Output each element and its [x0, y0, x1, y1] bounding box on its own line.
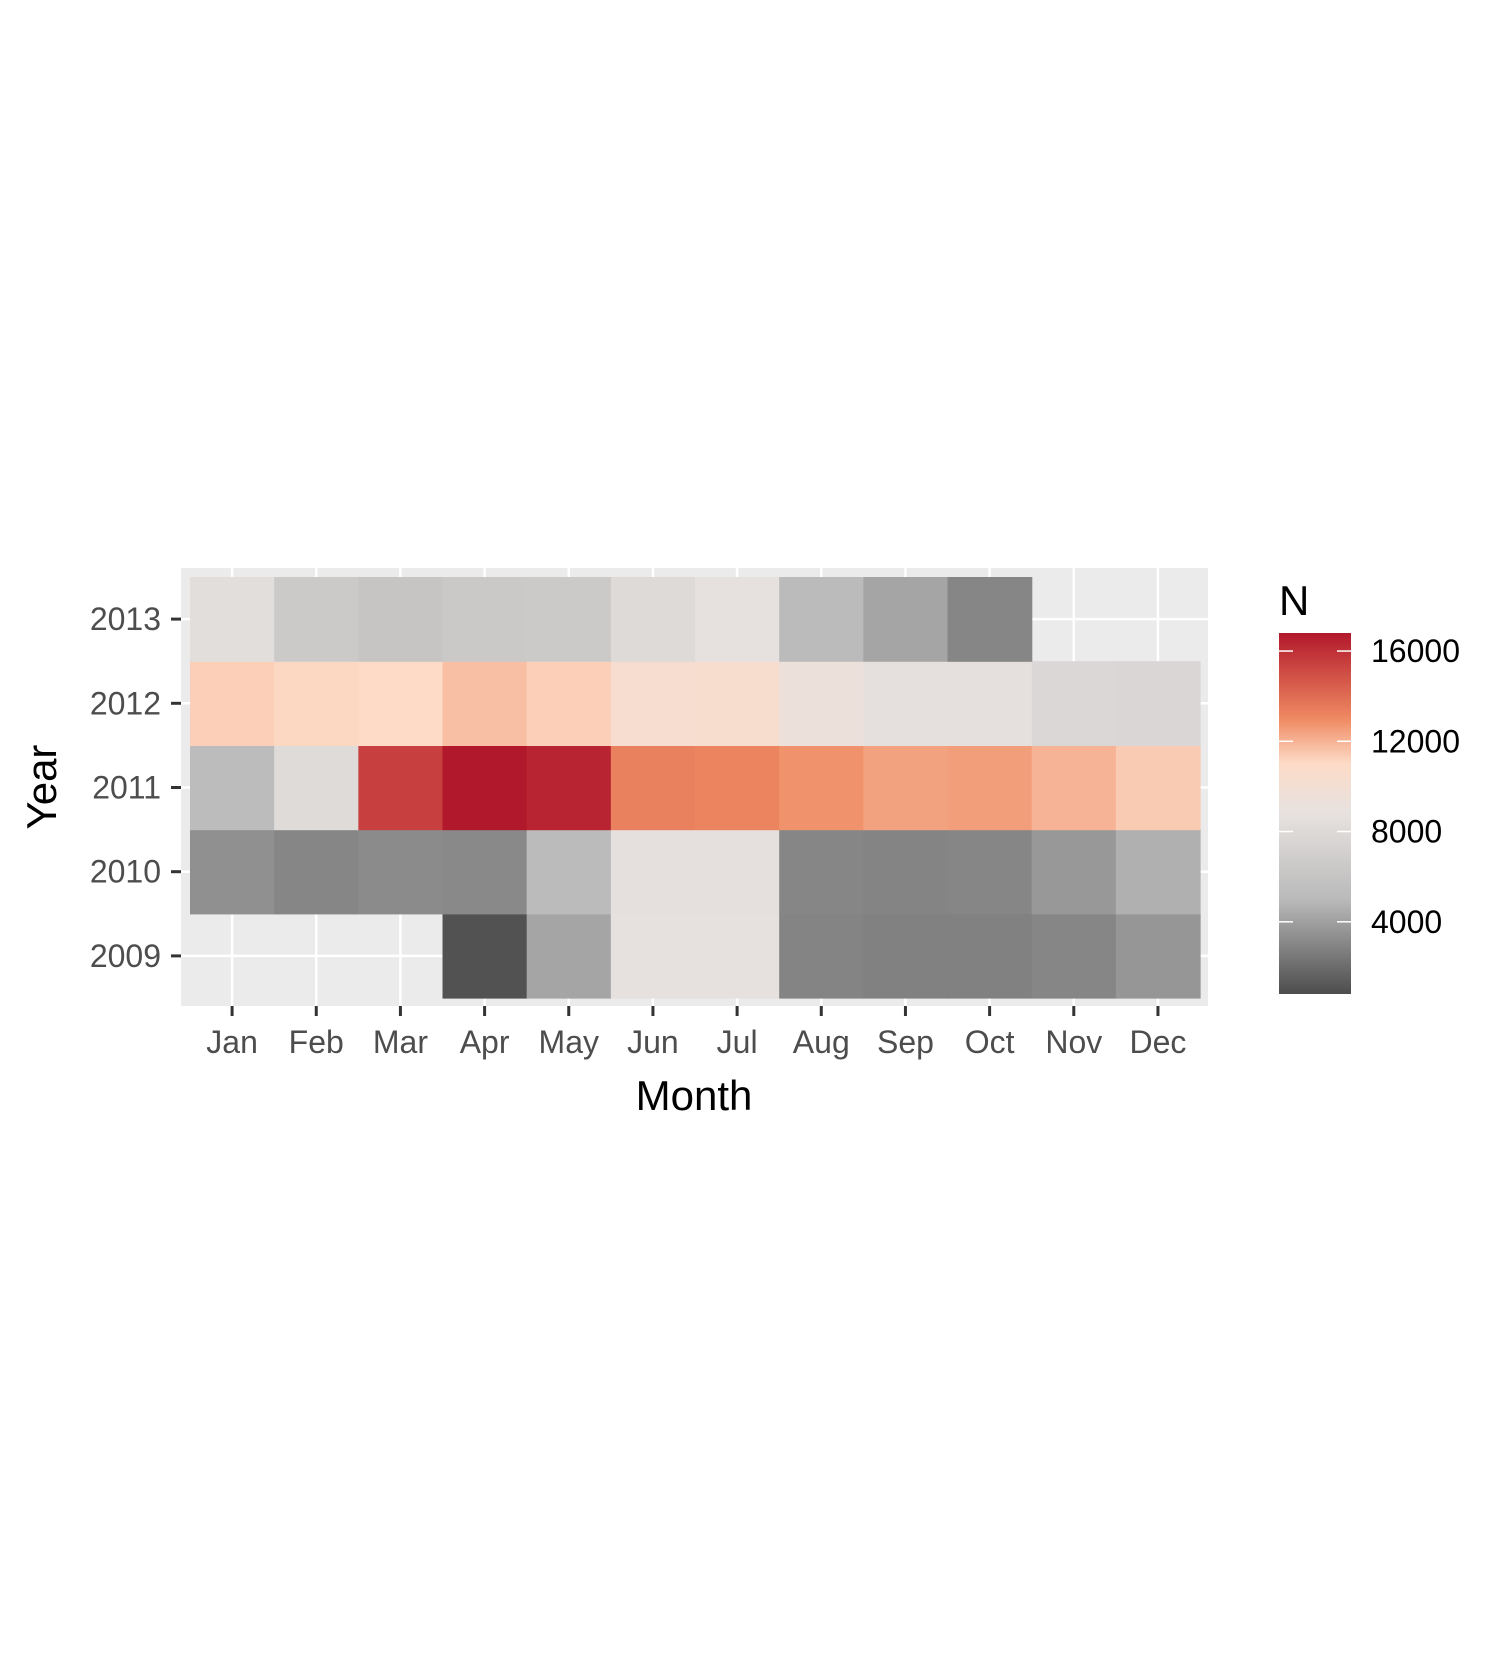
heatmap-tile [947, 661, 1033, 746]
heatmap-tiles [190, 577, 1201, 999]
heatmap-tile [695, 745, 780, 831]
x-tick-label: Jul [717, 1024, 758, 1060]
x-tick-label: Dec [1130, 1024, 1187, 1060]
heatmap-tile [1115, 913, 1201, 999]
heatmap-tile [190, 577, 275, 662]
legend-tick-label: 4000 [1371, 904, 1442, 940]
heatmap-tile [1031, 745, 1117, 831]
heatmap-tile [274, 661, 359, 746]
heatmap-tile [947, 745, 1033, 831]
heatmap-tile [526, 913, 612, 999]
x-tick-label: Nov [1045, 1024, 1102, 1060]
y-axis-title: Year [18, 745, 65, 830]
heatmap-tile [442, 745, 528, 831]
x-tick-label: Oct [965, 1024, 1015, 1060]
heatmap-tile [442, 829, 528, 915]
heatmap-tile [695, 661, 780, 746]
heatmap-tile [1031, 661, 1117, 746]
heatmap-tile [947, 829, 1033, 915]
x-tick-label: Jun [627, 1024, 679, 1060]
heatmap-tile [442, 661, 528, 746]
heatmap-tile [695, 577, 780, 662]
x-axis: Jan Feb Mar Apr May Jun Jul Aug Sep Oct Nov Dec [206, 1006, 1186, 1060]
heatmap-tile [526, 829, 612, 915]
heatmap-tile [610, 745, 696, 831]
heatmap-tile [526, 577, 612, 662]
heatmap-tile [358, 661, 444, 746]
legend-tick-label: 12000 [1371, 723, 1460, 759]
heatmap-tile [695, 829, 780, 915]
y-tick-label: 2013 [90, 601, 161, 637]
heatmap-tile [610, 661, 696, 746]
heatmap-tile [1115, 829, 1201, 915]
heatmap-tile [610, 829, 696, 915]
heatmap-tile [779, 913, 864, 999]
heatmap-tile [1115, 745, 1201, 831]
heatmap-tile [190, 661, 275, 746]
legend-colorbar [1279, 633, 1351, 994]
heatmap-tile [779, 745, 864, 831]
heatmap-tile [779, 577, 864, 662]
heatmap-tile [526, 661, 612, 746]
heatmap-tile [1031, 829, 1117, 915]
x-tick-label: Mar [373, 1024, 428, 1060]
heatmap-tile [863, 661, 949, 746]
heatmap-tile [274, 577, 359, 662]
y-tick-label: 2012 [90, 685, 161, 721]
x-tick-label: Feb [289, 1024, 344, 1060]
heatmap-tile [1115, 661, 1201, 746]
heatmap-tile [610, 577, 696, 662]
heatmap-tile [190, 829, 275, 915]
legend-tick-label: 8000 [1371, 814, 1442, 850]
y-tick-label: 2009 [90, 938, 161, 974]
x-tick-label: Sep [877, 1024, 934, 1060]
heatmap-tile [863, 745, 949, 831]
heatmap-tile [190, 745, 275, 831]
y-tick-label: 2011 [92, 770, 161, 806]
heatmap-tile [442, 913, 528, 999]
legend-title: N [1279, 577, 1309, 624]
heatmap-tile [526, 745, 612, 831]
heatmap-tile [863, 577, 949, 662]
heatmap-tile [779, 661, 864, 746]
legend: N 4000 8000 12000 16000 [1279, 577, 1460, 994]
heatmap-tile [358, 829, 444, 915]
x-tick-label: Aug [793, 1024, 850, 1060]
heatmap-tile [947, 913, 1033, 999]
y-axis: 2009 2010 2011 2012 2013 [90, 601, 181, 974]
heatmap-tile [610, 913, 696, 999]
heatmap-tile [358, 577, 444, 662]
x-tick-label: Jan [206, 1024, 258, 1060]
y-tick-label: 2010 [90, 854, 161, 890]
x-tick-label: Apr [460, 1024, 510, 1060]
heatmap-tile [695, 913, 780, 999]
heatmap-tile [863, 829, 949, 915]
legend-ticks: 4000 8000 12000 16000 [1279, 633, 1460, 940]
heatmap-tile [274, 829, 359, 915]
heatmap-tile [863, 913, 949, 999]
heatmap-tile [274, 745, 359, 831]
heatmap-tile [358, 745, 444, 831]
heatmap-tile [779, 829, 864, 915]
heatmap-tile [1031, 913, 1117, 999]
heatmap-tile [442, 577, 528, 662]
x-axis-title: Month [636, 1072, 753, 1119]
legend-tick-label: 16000 [1371, 633, 1460, 669]
x-tick-label: May [539, 1024, 599, 1060]
heatmap-tile [947, 577, 1033, 662]
